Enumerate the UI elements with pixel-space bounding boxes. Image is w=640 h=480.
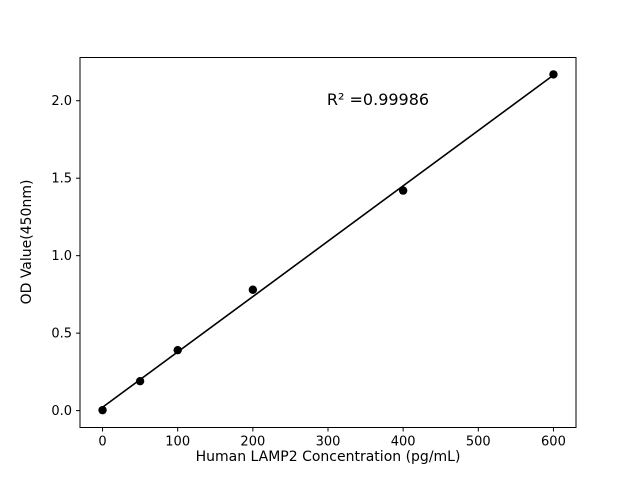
x-tick-label: 200 <box>240 435 265 450</box>
data-point <box>248 285 258 294</box>
data-point <box>98 405 107 415</box>
y-tick-label: 0.5 <box>51 327 72 342</box>
y-tick-label: 0.0 <box>51 404 72 419</box>
x-tick-label: 0 <box>98 435 106 450</box>
x-tick-label: 300 <box>316 435 341 450</box>
x-tick-label: 100 <box>165 435 190 450</box>
data-point <box>398 186 408 195</box>
y-tick-label: 1.0 <box>51 249 72 264</box>
x-tick-label: 500 <box>466 435 491 450</box>
y-axis-label: OD Value(450nm) <box>19 179 35 305</box>
x-tick-label: 600 <box>541 435 566 450</box>
y-tick-label: 2.0 <box>51 94 72 109</box>
r-squared-annotation: R² =0.99986 <box>326 90 430 109</box>
x-tick-label: 400 <box>391 435 416 450</box>
data-point <box>135 376 145 386</box>
x-axis-label: Human LAMP2 Concentration (pg/mL) <box>195 449 461 465</box>
data-point <box>173 345 182 355</box>
fit-line <box>102 74 554 408</box>
data-point <box>549 70 558 79</box>
y-tick-label: 1.5 <box>51 172 72 187</box>
